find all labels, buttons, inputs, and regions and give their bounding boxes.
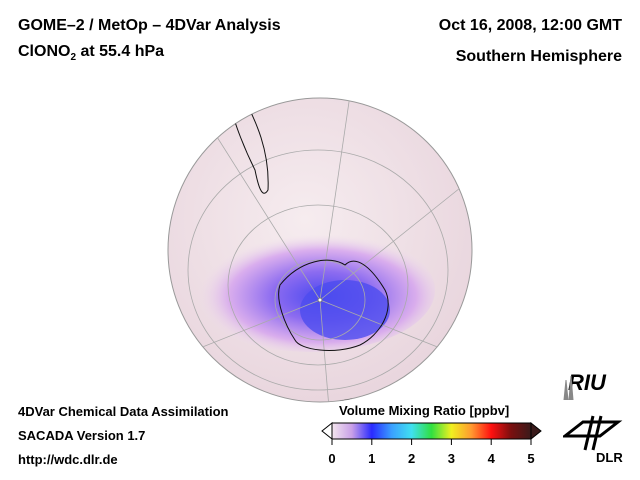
species-suffix: at 55.4 hPa (76, 43, 165, 60)
south-america-outline (229, 99, 269, 194)
colorbar-tick-label: 2 (408, 451, 415, 466)
colorbar-gradient (331, 422, 532, 440)
species-sub: 2 (70, 52, 77, 64)
footer-line2: SACADA Version 1.7 (18, 428, 146, 443)
dlr-logo: DLR (596, 450, 623, 465)
ozone-field-low (185, 228, 435, 352)
colorbar: 0 1 2 3 4 5 (321, 421, 542, 466)
date: Oct 16, 2008, 12:00 GMT (438, 17, 622, 34)
south-pole-marker (317, 297, 323, 303)
species-prefix: ClONO (18, 43, 71, 60)
colorbar-tick-label: 1 (368, 451, 375, 466)
footer-line1: 4DVar Chemical Data Assimilation (18, 404, 229, 419)
footer-link[interactable]: http://wdc.dlr.de (18, 452, 118, 467)
region: Southern Hemisphere (455, 48, 622, 65)
colorbar-tick-label: 4 (488, 451, 496, 466)
colorbar-over-arrow (530, 421, 542, 441)
dlr-logo-icon (563, 415, 623, 451)
title: GOME–2 / MetOp – 4DVar Analysis (18, 17, 281, 34)
species-label: ClONO2 at 55.4 hPa (18, 43, 164, 63)
colorbar-title: Volume Mixing Ratio [ppbv] (339, 403, 510, 418)
antarctica-outline (278, 259, 389, 351)
riu-logo: RIU (568, 370, 606, 395)
riu-logo-icon (563, 375, 574, 401)
colorbar-under-arrow (321, 421, 333, 441)
colorbar-tick-label: 5 (527, 451, 534, 466)
colorbar-tick-label: 3 (448, 451, 455, 466)
colorbar-tick-label: 0 (328, 451, 335, 466)
